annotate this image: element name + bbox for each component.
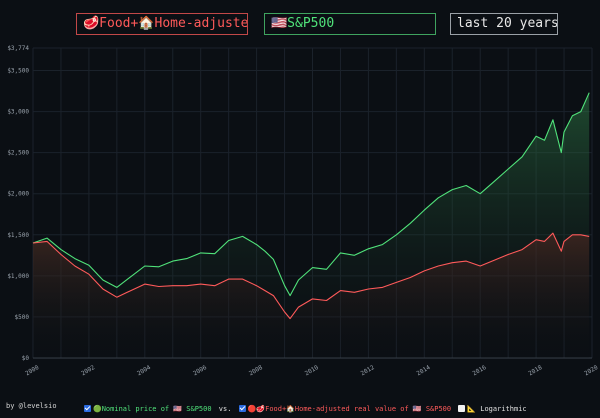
y-tick-label: $500 xyxy=(15,314,30,321)
nominal-checkbox[interactable] xyxy=(84,405,91,412)
y-axis-ticks: $0 $500 $1,000 $1,500 $2,000 $2,500 $3,000 $3,5… xyxy=(7,45,29,362)
chart-controls: 🟢Nominal price of 🇺🇸 S&P500 vs. 🔴🥩Food+🏠… xyxy=(84,405,527,413)
nominal-label: 🟢Nominal price of 🇺🇸 S&P500 xyxy=(93,405,212,413)
log-label: 📐 Logarithmic xyxy=(467,405,527,413)
chart-areas xyxy=(33,92,590,358)
x-tick-label: 2018 xyxy=(527,364,543,377)
real-label: 🔴🥩Food+🏠Home-adjusted real value of 🇺🇸 S… xyxy=(247,405,452,413)
real-series-line xyxy=(32,232,590,320)
log-checkbox[interactable] xyxy=(458,405,466,412)
x-tick-label: 2020 xyxy=(583,364,599,377)
y-tick-label: $3,500 xyxy=(7,68,29,75)
real-series-area xyxy=(33,233,590,358)
price-chart: $0 $500 $1,000 $1,500 $2,000 $2,500 $3,000 $3,5… xyxy=(7,45,599,377)
real-checkbox[interactable] xyxy=(238,405,246,412)
x-tick-label: 2012 xyxy=(360,364,376,377)
x-axis-ticks: 2000 2002 2004 2006 2008 2010 2012 2014 2016 2018… xyxy=(24,364,599,377)
asset-select[interactable]: 🇺🇸S&P500 xyxy=(264,13,436,35)
y-tick-label: $3,774 xyxy=(7,45,29,52)
x-tick-label: 2016 xyxy=(471,364,487,377)
x-tick-label: 2014 xyxy=(416,364,432,377)
byline[interactable]: by @levelsio xyxy=(6,402,57,410)
x-tick-label: 2004 xyxy=(136,364,152,377)
y-tick-label: $2,000 xyxy=(7,191,29,198)
vs-label: vs. xyxy=(218,405,232,413)
x-tick-label: 2002 xyxy=(80,364,96,377)
time-range-select[interactable]: last 20 years xyxy=(450,13,558,35)
price-type-select[interactable]: 🥩Food+🏠Home-adjusted xyxy=(76,13,248,35)
nominal-series-line xyxy=(32,92,590,297)
y-tick-label: $1,500 xyxy=(7,232,29,239)
x-tick-label: 2006 xyxy=(192,364,208,377)
y-tick-label: $3,000 xyxy=(7,109,29,116)
x-tick-label: 2000 xyxy=(24,364,40,377)
chart-lines xyxy=(32,92,590,320)
footer: by @levelsio 🟢Nominal price of 🇺🇸 S&P500… xyxy=(0,392,600,418)
y-tick-label: $0 xyxy=(22,355,30,362)
y-tick-label: $1,000 xyxy=(7,273,29,280)
y-tick-label: $2,500 xyxy=(7,150,29,157)
x-tick-label: 2010 xyxy=(304,364,320,377)
top-bar: 🥩Food+🏠Home-adjusted 🇺🇸S&P500 last 20 ye… xyxy=(0,0,600,44)
x-tick-label: 2008 xyxy=(248,364,264,377)
